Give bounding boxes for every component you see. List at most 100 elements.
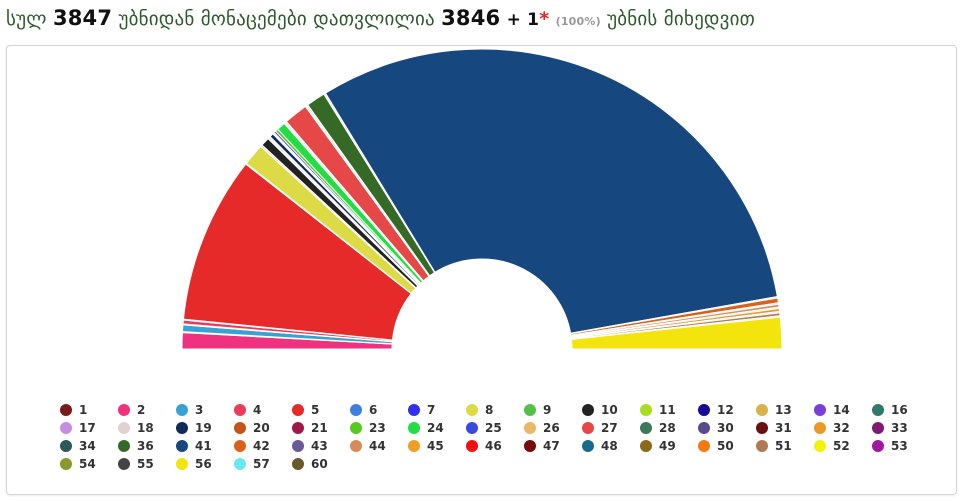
legend-dot xyxy=(118,458,130,470)
legend-dot xyxy=(408,440,420,452)
legend-dot xyxy=(292,458,304,470)
legend-label: 46 xyxy=(485,439,502,453)
legend-dot xyxy=(350,440,362,452)
legend-label: 49 xyxy=(659,439,676,453)
legend-label: 51 xyxy=(775,439,792,453)
legend-label: 27 xyxy=(601,421,618,435)
chart-panel: 1 2 3 4 5 6 7 8 9 10 11 12 13 14 16 17 18 19 20 21 23 24 25 26 2… xyxy=(6,45,957,495)
legend-dot xyxy=(60,404,72,416)
legend-dot xyxy=(466,404,478,416)
footnote-star: * xyxy=(539,8,550,30)
page-title: სულ 3847 უბნიდან მონაცემები დათვლილია 38… xyxy=(6,6,956,38)
legend-label: 2 xyxy=(137,403,146,417)
legend-label: 60 xyxy=(311,457,328,471)
legend-label: 21 xyxy=(311,421,328,435)
legend-label: 7 xyxy=(427,403,436,417)
legend-label: 26 xyxy=(543,421,560,435)
legend-label: 12 xyxy=(717,403,734,417)
legend-dot xyxy=(350,404,362,416)
legend-label: 16 xyxy=(891,403,908,417)
legend-label: 32 xyxy=(833,421,850,435)
counted-districts-count: 3846 xyxy=(441,6,501,30)
legend-dot xyxy=(698,404,710,416)
legend-dot xyxy=(292,404,304,416)
legend-label: 3 xyxy=(195,403,204,417)
legend-dot xyxy=(176,422,188,434)
legend-dot xyxy=(176,458,188,470)
legend-dot xyxy=(698,422,710,434)
legend-dot xyxy=(60,440,72,452)
legend-label: 54 xyxy=(79,457,96,471)
legend-dot xyxy=(408,422,420,434)
legend-dot xyxy=(60,422,72,434)
legend-label: 42 xyxy=(253,439,270,453)
legend-dot xyxy=(814,404,826,416)
legend-label: 52 xyxy=(833,439,850,453)
legend-dot xyxy=(60,458,72,470)
legend-dot xyxy=(408,404,420,416)
legend-dot xyxy=(814,440,826,452)
legend-label: 48 xyxy=(601,439,618,453)
total-districts-count: 3847 xyxy=(52,6,113,30)
title-word-counted: უბნიდან მონაცემები დათვლილია xyxy=(118,8,435,30)
legend-label: 43 xyxy=(311,439,328,453)
legend-dot xyxy=(582,404,594,416)
legend-dot xyxy=(582,422,594,434)
legend-label: 9 xyxy=(543,403,552,417)
legend-label: 41 xyxy=(195,439,212,453)
legend-dot xyxy=(176,440,188,452)
legend-label: 20 xyxy=(253,421,270,435)
legend-label: 4 xyxy=(253,403,262,417)
legend-label: 14 xyxy=(833,403,850,417)
legend-dot xyxy=(640,440,652,452)
chart-slice-56[interactable] xyxy=(570,316,783,350)
legend-label: 34 xyxy=(79,439,96,453)
legend-dot xyxy=(176,404,188,416)
legend-label: 36 xyxy=(137,439,154,453)
legend-dot xyxy=(118,422,130,434)
legend-dot xyxy=(234,404,246,416)
chart-slice-5[interactable] xyxy=(182,163,412,341)
legend-label: 45 xyxy=(427,439,444,453)
legend-dot xyxy=(872,404,884,416)
legend-dot xyxy=(350,422,362,434)
legend-dot xyxy=(698,440,710,452)
extra-count: + 1 xyxy=(506,10,540,30)
legend-label: 6 xyxy=(369,403,378,417)
legend-label: 33 xyxy=(891,421,908,435)
legend-dot xyxy=(292,440,304,452)
legend-dot xyxy=(234,422,246,434)
legend-label: 57 xyxy=(253,457,270,471)
title-word-total: სულ xyxy=(6,8,47,30)
legend-dot xyxy=(756,404,768,416)
legend-label: 47 xyxy=(543,439,560,453)
legend-dot xyxy=(872,422,884,434)
legend-label: 44 xyxy=(369,439,386,453)
legend-label: 31 xyxy=(775,421,792,435)
legend-label: 30 xyxy=(717,421,734,435)
legend-label: 50 xyxy=(717,439,734,453)
legend-dot xyxy=(466,422,478,434)
legend-dot xyxy=(872,440,884,452)
legend-dot xyxy=(640,422,652,434)
legend-label: 11 xyxy=(659,403,676,417)
half-donut-chart xyxy=(181,48,783,350)
legend-label: 28 xyxy=(659,421,676,435)
legend-label: 19 xyxy=(195,421,212,435)
legend-label: 25 xyxy=(485,421,502,435)
legend-label: 55 xyxy=(137,457,154,471)
legend-dot xyxy=(582,440,594,452)
legend-dot xyxy=(118,404,130,416)
legend-dot xyxy=(524,422,536,434)
legend-label: 5 xyxy=(311,403,320,417)
legend-dot xyxy=(466,440,478,452)
legend-label: 56 xyxy=(195,457,212,471)
legend-dot xyxy=(814,422,826,434)
legend-label: 1 xyxy=(79,403,88,417)
legend-label: 13 xyxy=(775,403,792,417)
legend-dot xyxy=(640,404,652,416)
legend-dot xyxy=(524,404,536,416)
legend-label: 53 xyxy=(891,439,908,453)
title-word-by-district: უბნის მიხედვით xyxy=(607,8,756,30)
chart-slice-41[interactable] xyxy=(324,48,778,334)
